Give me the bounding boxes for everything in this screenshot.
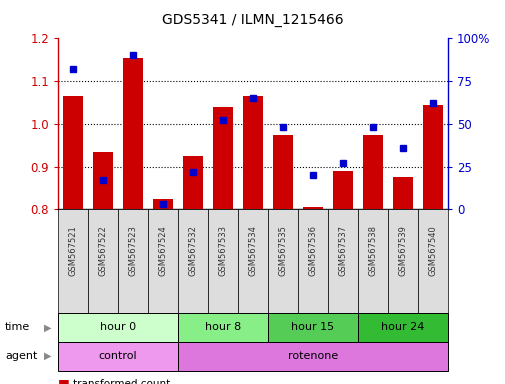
Text: agent: agent <box>5 351 37 361</box>
Bar <box>243 96 262 209</box>
Text: control: control <box>98 351 137 361</box>
Bar <box>183 156 203 209</box>
FancyBboxPatch shape <box>58 209 88 313</box>
Text: hour 8: hour 8 <box>205 322 241 333</box>
FancyBboxPatch shape <box>357 209 387 313</box>
FancyBboxPatch shape <box>58 313 178 342</box>
Text: GSM567533: GSM567533 <box>218 225 227 276</box>
FancyBboxPatch shape <box>118 209 148 313</box>
FancyBboxPatch shape <box>237 209 268 313</box>
Text: GSM567523: GSM567523 <box>128 225 137 276</box>
Text: GSM567536: GSM567536 <box>308 225 317 276</box>
Text: hour 15: hour 15 <box>291 322 334 333</box>
FancyBboxPatch shape <box>178 342 447 371</box>
Text: GSM567532: GSM567532 <box>188 225 197 276</box>
Bar <box>63 96 83 209</box>
Bar <box>392 177 412 209</box>
Text: GSM567524: GSM567524 <box>158 225 167 276</box>
Text: GSM567521: GSM567521 <box>69 225 78 276</box>
Text: GSM567538: GSM567538 <box>368 225 377 276</box>
Text: GSM567540: GSM567540 <box>427 225 436 276</box>
Text: GSM567537: GSM567537 <box>338 225 347 276</box>
FancyBboxPatch shape <box>387 209 417 313</box>
Bar <box>93 152 113 209</box>
Bar <box>363 134 382 209</box>
Text: ▶: ▶ <box>44 351 52 361</box>
FancyBboxPatch shape <box>268 313 357 342</box>
Text: GSM567522: GSM567522 <box>98 225 108 276</box>
Bar <box>302 207 322 209</box>
FancyBboxPatch shape <box>178 209 208 313</box>
FancyBboxPatch shape <box>327 209 357 313</box>
Text: GSM567539: GSM567539 <box>397 225 407 276</box>
Bar <box>273 134 292 209</box>
Bar <box>123 58 142 209</box>
FancyBboxPatch shape <box>297 209 327 313</box>
Text: ■: ■ <box>58 377 70 384</box>
Bar <box>213 107 232 209</box>
Text: hour 0: hour 0 <box>100 322 136 333</box>
Text: GSM567535: GSM567535 <box>278 225 287 276</box>
Text: GSM567534: GSM567534 <box>248 225 257 276</box>
FancyBboxPatch shape <box>148 209 178 313</box>
Text: GDS5341 / ILMN_1215466: GDS5341 / ILMN_1215466 <box>162 13 343 27</box>
Text: transformed count: transformed count <box>73 379 170 384</box>
FancyBboxPatch shape <box>58 342 178 371</box>
Text: ▶: ▶ <box>44 322 52 333</box>
Text: rotenone: rotenone <box>287 351 337 361</box>
Text: hour 24: hour 24 <box>380 322 424 333</box>
FancyBboxPatch shape <box>88 209 118 313</box>
FancyBboxPatch shape <box>178 313 268 342</box>
FancyBboxPatch shape <box>208 209 237 313</box>
Bar <box>153 199 173 209</box>
Bar <box>422 104 442 209</box>
FancyBboxPatch shape <box>268 209 297 313</box>
Text: time: time <box>5 322 30 333</box>
FancyBboxPatch shape <box>417 209 447 313</box>
FancyBboxPatch shape <box>357 313 447 342</box>
Bar <box>332 171 352 209</box>
